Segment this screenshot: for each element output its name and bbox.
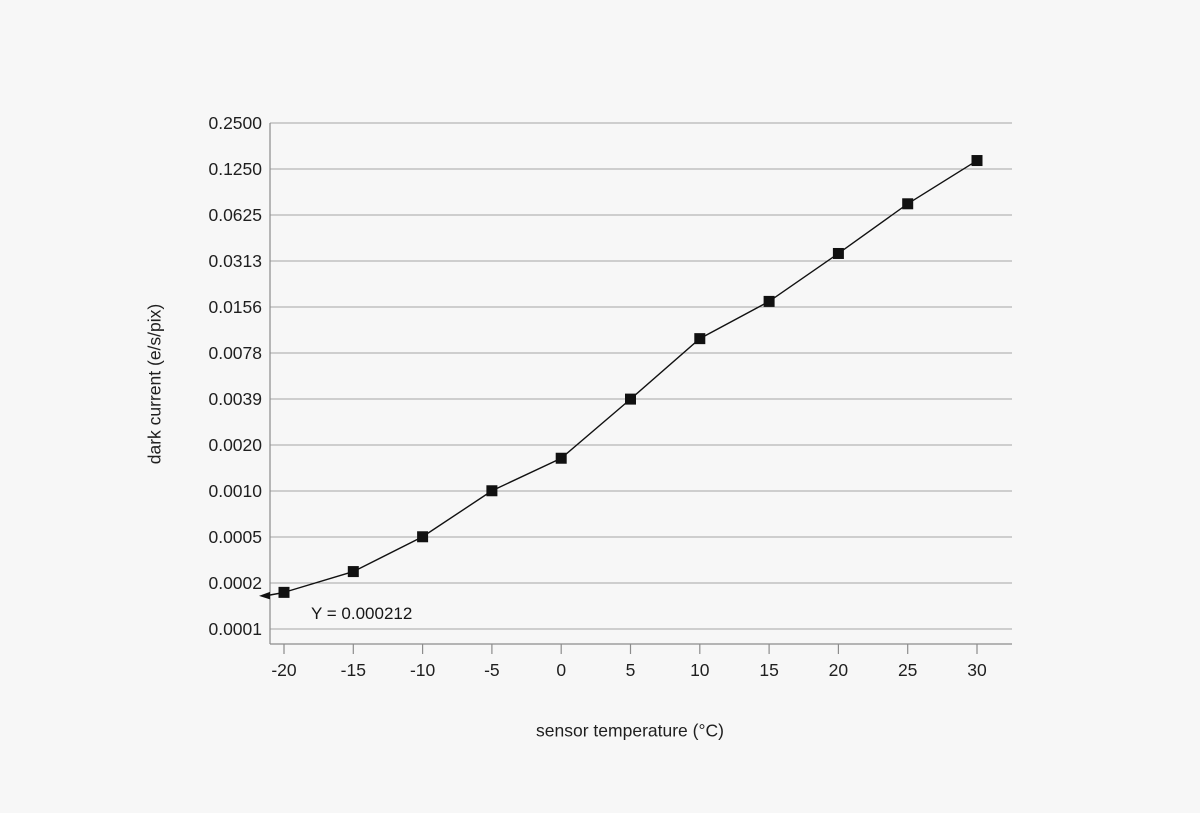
y-tick-label: 0.0078 [208,343,262,363]
y-axis-title: dark current (e/s/pix) [144,303,165,465]
data-line [283,159,978,594]
data-point-marker [555,452,567,464]
y-tick-label: 0.0002 [208,573,262,593]
x-tick-label: 20 [829,660,849,680]
x-tick-label: 10 [690,660,710,680]
y-tick-label: 0.0039 [208,389,262,409]
y-tick-label: 0.0010 [208,481,262,501]
data-point-marker [278,586,290,598]
x-tick-label: 0 [556,660,566,680]
x-tick-label: 30 [967,660,987,680]
y-tick-label: 0.0625 [208,205,262,225]
data-point-marker [486,485,498,497]
annotation-arrowhead [259,591,270,600]
x-tick-label: -10 [410,660,436,680]
data-point-marker [832,247,844,259]
y-tick-label: 0.0156 [208,297,262,317]
data-point-marker [763,295,775,307]
data-point-marker [902,198,914,210]
y-tick-label: 0.0313 [208,251,262,271]
data-point-marker [417,531,429,543]
x-tick-label: -15 [341,660,366,680]
data-point-marker [347,566,359,578]
data-point-marker [971,155,983,167]
x-tick-label: -5 [484,660,500,680]
data-point-marker [625,393,636,405]
y-tick-label: 0.1250 [208,159,262,179]
y-tick-label: 0.0001 [208,619,262,639]
data-point-marker [694,333,706,345]
x-tick-label: 25 [898,660,917,680]
x-tick-label: -20 [271,660,297,680]
y-tick-label: 0.0020 [208,435,262,455]
y-tick-label: 0.2500 [208,113,262,133]
y-tick-label: 0.0005 [208,527,262,547]
annotation-label: Y = 0.000212 [311,604,413,623]
x-tick-label: 15 [759,660,778,680]
x-axis-title: sensor temperature (°C) [536,720,724,741]
x-tick-label: 5 [626,660,636,680]
